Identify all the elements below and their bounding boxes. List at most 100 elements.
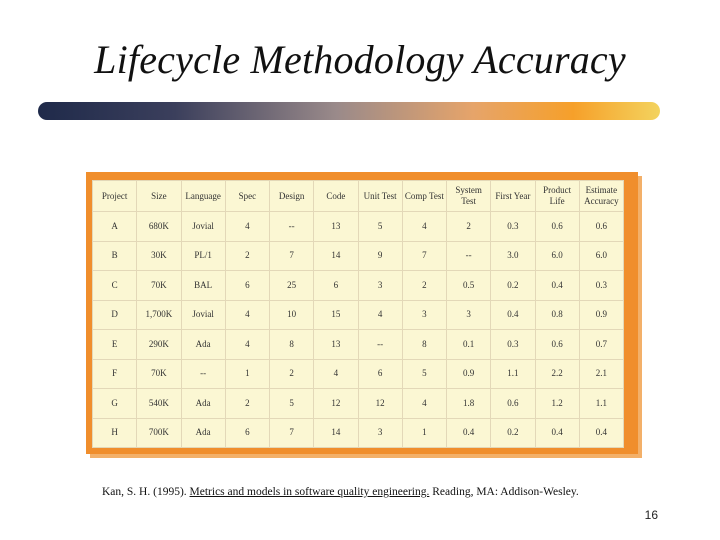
table-cell: -- <box>180 358 226 389</box>
table-cell: 2 <box>224 240 271 271</box>
page-number: 16 <box>644 508 658 522</box>
table-cell: 6 <box>224 270 271 301</box>
table-cell: 0.3 <box>578 270 625 301</box>
table-cell: A <box>91 211 138 242</box>
column-header: System Test <box>445 180 492 212</box>
table-cell: 70K <box>136 358 182 389</box>
column-header: Comp Test <box>401 180 448 212</box>
table-cell: 4 <box>357 299 403 330</box>
citation-authors-year: Kan, S. H. (1995). <box>102 486 187 498</box>
table-cell: 0.9 <box>578 299 625 330</box>
table-cell: -- <box>357 329 403 360</box>
citation: Kan, S. H. (1995). Metrics and models in… <box>102 486 662 498</box>
table-row: H 700K Ada 6 7 14 3 1 0.4 0.2 0.4 0.4 <box>91 417 625 448</box>
table-cell: 290K <box>136 329 182 360</box>
column-header: Size <box>136 180 182 212</box>
table-body: A 680K Jovial 4 -- 13 5 4 2 0.3 0.6 0.6 B 30K PL/1 2 7 14… <box>91 211 625 448</box>
table-cell: 0.2 <box>490 270 536 301</box>
column-header: Design <box>268 180 315 212</box>
table-cell: 4 <box>224 299 271 330</box>
table-cell: 1.8 <box>445 388 492 419</box>
table-cell: H <box>91 417 138 448</box>
table-cell: 7 <box>268 240 315 271</box>
table-cell: 6 <box>313 270 359 301</box>
table-cell: 540K <box>136 388 182 419</box>
table-cell: 0.6 <box>534 329 580 360</box>
table-cell: Ada <box>180 388 226 419</box>
table-cell: 0.7 <box>578 329 625 360</box>
table-cell: 2 <box>224 388 271 419</box>
table-cell: 1.1 <box>490 358 536 389</box>
table-cell: -- <box>268 211 315 242</box>
table-cell: 700K <box>136 417 182 448</box>
table-row: G 540K Ada 2 5 12 12 4 1.8 0.6 1.2 1.1 <box>91 388 625 419</box>
table-cell: 1 <box>401 417 448 448</box>
table-cell: 4 <box>401 211 448 242</box>
table-header: Project Size Language Spec Design Code Unit Te… <box>91 180 625 212</box>
table-cell: 13 <box>313 211 359 242</box>
table-cell: 0.9 <box>445 358 492 389</box>
table-cell: 3 <box>357 417 403 448</box>
table-cell: 0.4 <box>578 417 625 448</box>
table-row: B 30K PL/1 2 7 14 9 7 -- 3.0 6.0 6.0 <box>91 240 625 271</box>
table-cell: 70K <box>136 270 182 301</box>
table-frame: Project Size Language Spec Design Code Unit Te… <box>86 172 638 454</box>
table-cell: 0.4 <box>445 417 492 448</box>
table-cell: 0.3 <box>490 329 536 360</box>
lifecycle-accuracy-table: Project Size Language Spec Design Code Unit Te… <box>91 180 625 448</box>
table-row: A 680K Jovial 4 -- 13 5 4 2 0.3 0.6 0.6 <box>91 211 625 242</box>
table-cell: 7 <box>268 417 315 448</box>
table-cell: Jovial <box>180 211 226 242</box>
table-row: E 290K Ada 4 8 13 -- 8 0.1 0.3 0.6 0.7 <box>91 329 625 360</box>
table-cell: 0.8 <box>534 299 580 330</box>
table-cell: 0.5 <box>445 270 492 301</box>
table-cell: 4 <box>401 388 448 419</box>
title-underline-bar <box>38 102 660 120</box>
table-cell: 7 <box>401 240 448 271</box>
table-cell: 3 <box>357 270 403 301</box>
column-header: Estimate Accuracy <box>578 180 625 212</box>
table-cell: 0.3 <box>490 211 536 242</box>
column-header: First Year <box>490 180 536 212</box>
table-row: C 70K BAL 6 25 6 3 2 0.5 0.2 0.4 0.3 <box>91 270 625 301</box>
table-cell: 0.6 <box>578 211 625 242</box>
column-header: Spec <box>224 180 271 212</box>
table-cell: Jovial <box>180 299 226 330</box>
table-row: F 70K -- 1 2 4 6 5 0.9 1.1 2.2 2.1 <box>91 358 625 389</box>
table-cell: 25 <box>268 270 315 301</box>
table-cell: 1,700K <box>136 299 182 330</box>
table-cell: 0.4 <box>534 270 580 301</box>
table-cell: 2 <box>401 270 448 301</box>
table-cell: 6 <box>224 417 271 448</box>
table-cell: 8 <box>268 329 315 360</box>
table-cell: 0.1 <box>445 329 492 360</box>
table-cell: 2 <box>445 211 492 242</box>
table-cell: 5 <box>401 358 448 389</box>
table-cell: G <box>91 388 138 419</box>
table-cell: 1.1 <box>578 388 625 419</box>
table-cell: BAL <box>180 270 226 301</box>
table-cell: 0.2 <box>490 417 536 448</box>
table-cell: Ada <box>180 329 226 360</box>
table-cell: 8 <box>401 329 448 360</box>
table-cell: 6.0 <box>534 240 580 271</box>
table-cell: 0.4 <box>490 299 536 330</box>
table-paper: Project Size Language Spec Design Code Unit Te… <box>91 180 625 448</box>
table-cell: 2.2 <box>534 358 580 389</box>
table-cell: 680K <box>136 211 182 242</box>
table-cell: 12 <box>357 388 403 419</box>
table-header-row: Project Size Language Spec Design Code Unit Te… <box>91 180 625 212</box>
column-header: Code <box>313 180 359 212</box>
column-header: Product Life <box>534 180 580 212</box>
table-cell: 4 <box>224 211 271 242</box>
table-cell: 4 <box>224 329 271 360</box>
table-cell: 1 <box>224 358 271 389</box>
table-cell: F <box>91 358 138 389</box>
table-cell: PL/1 <box>180 240 226 271</box>
table-cell: 13 <box>313 329 359 360</box>
column-header: Project <box>91 180 138 212</box>
table-cell: 2 <box>268 358 315 389</box>
table-cell: 1.2 <box>534 388 580 419</box>
table-cell: 12 <box>313 388 359 419</box>
table-cell: C <box>91 270 138 301</box>
